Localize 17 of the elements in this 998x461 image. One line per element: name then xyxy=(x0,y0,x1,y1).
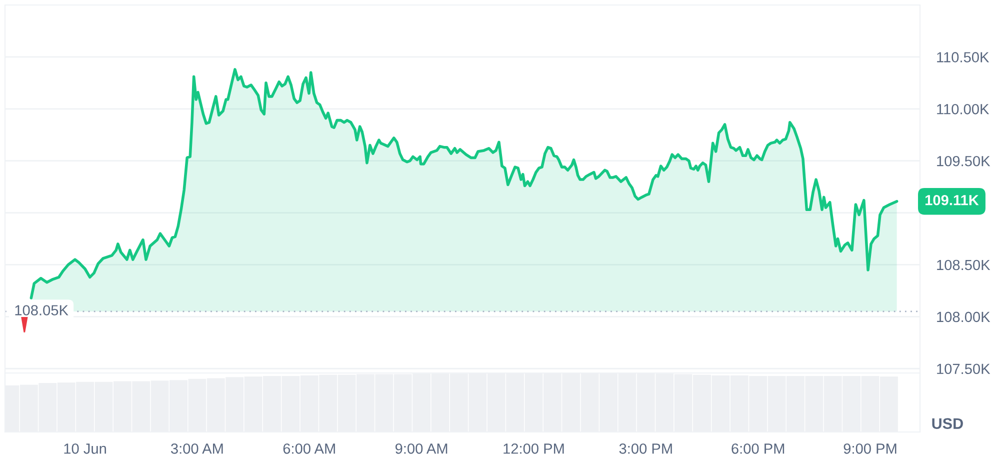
x-tick-label: 10 Jun xyxy=(64,443,106,454)
x-tick-label: 9:00 AM xyxy=(395,443,448,454)
x-tick-label: 12:00 PM xyxy=(504,443,564,454)
x-tick-label: 3:00 PM xyxy=(619,443,672,454)
x-tick-label: 9:00 PM xyxy=(844,443,896,454)
x-tick-label: 6:00 AM xyxy=(283,443,335,454)
x-tick-label: 3:00 AM xyxy=(171,443,223,454)
y-tick-label: 107.50K xyxy=(937,364,990,374)
y-axis-title: USD xyxy=(932,418,963,429)
ref-line-label: 108.05K xyxy=(15,305,68,316)
y-tick-label: 110.50K xyxy=(937,52,990,62)
x-tick-label: 6:00 PM xyxy=(732,443,784,454)
y-tick-label: 109.50K xyxy=(937,156,990,166)
y-tick-label: 108.50K xyxy=(937,260,990,270)
text: 109.11K xyxy=(925,194,979,206)
y-tick-label: 110.00K xyxy=(937,104,990,114)
y-tick-label: 108.00K xyxy=(937,312,990,322)
